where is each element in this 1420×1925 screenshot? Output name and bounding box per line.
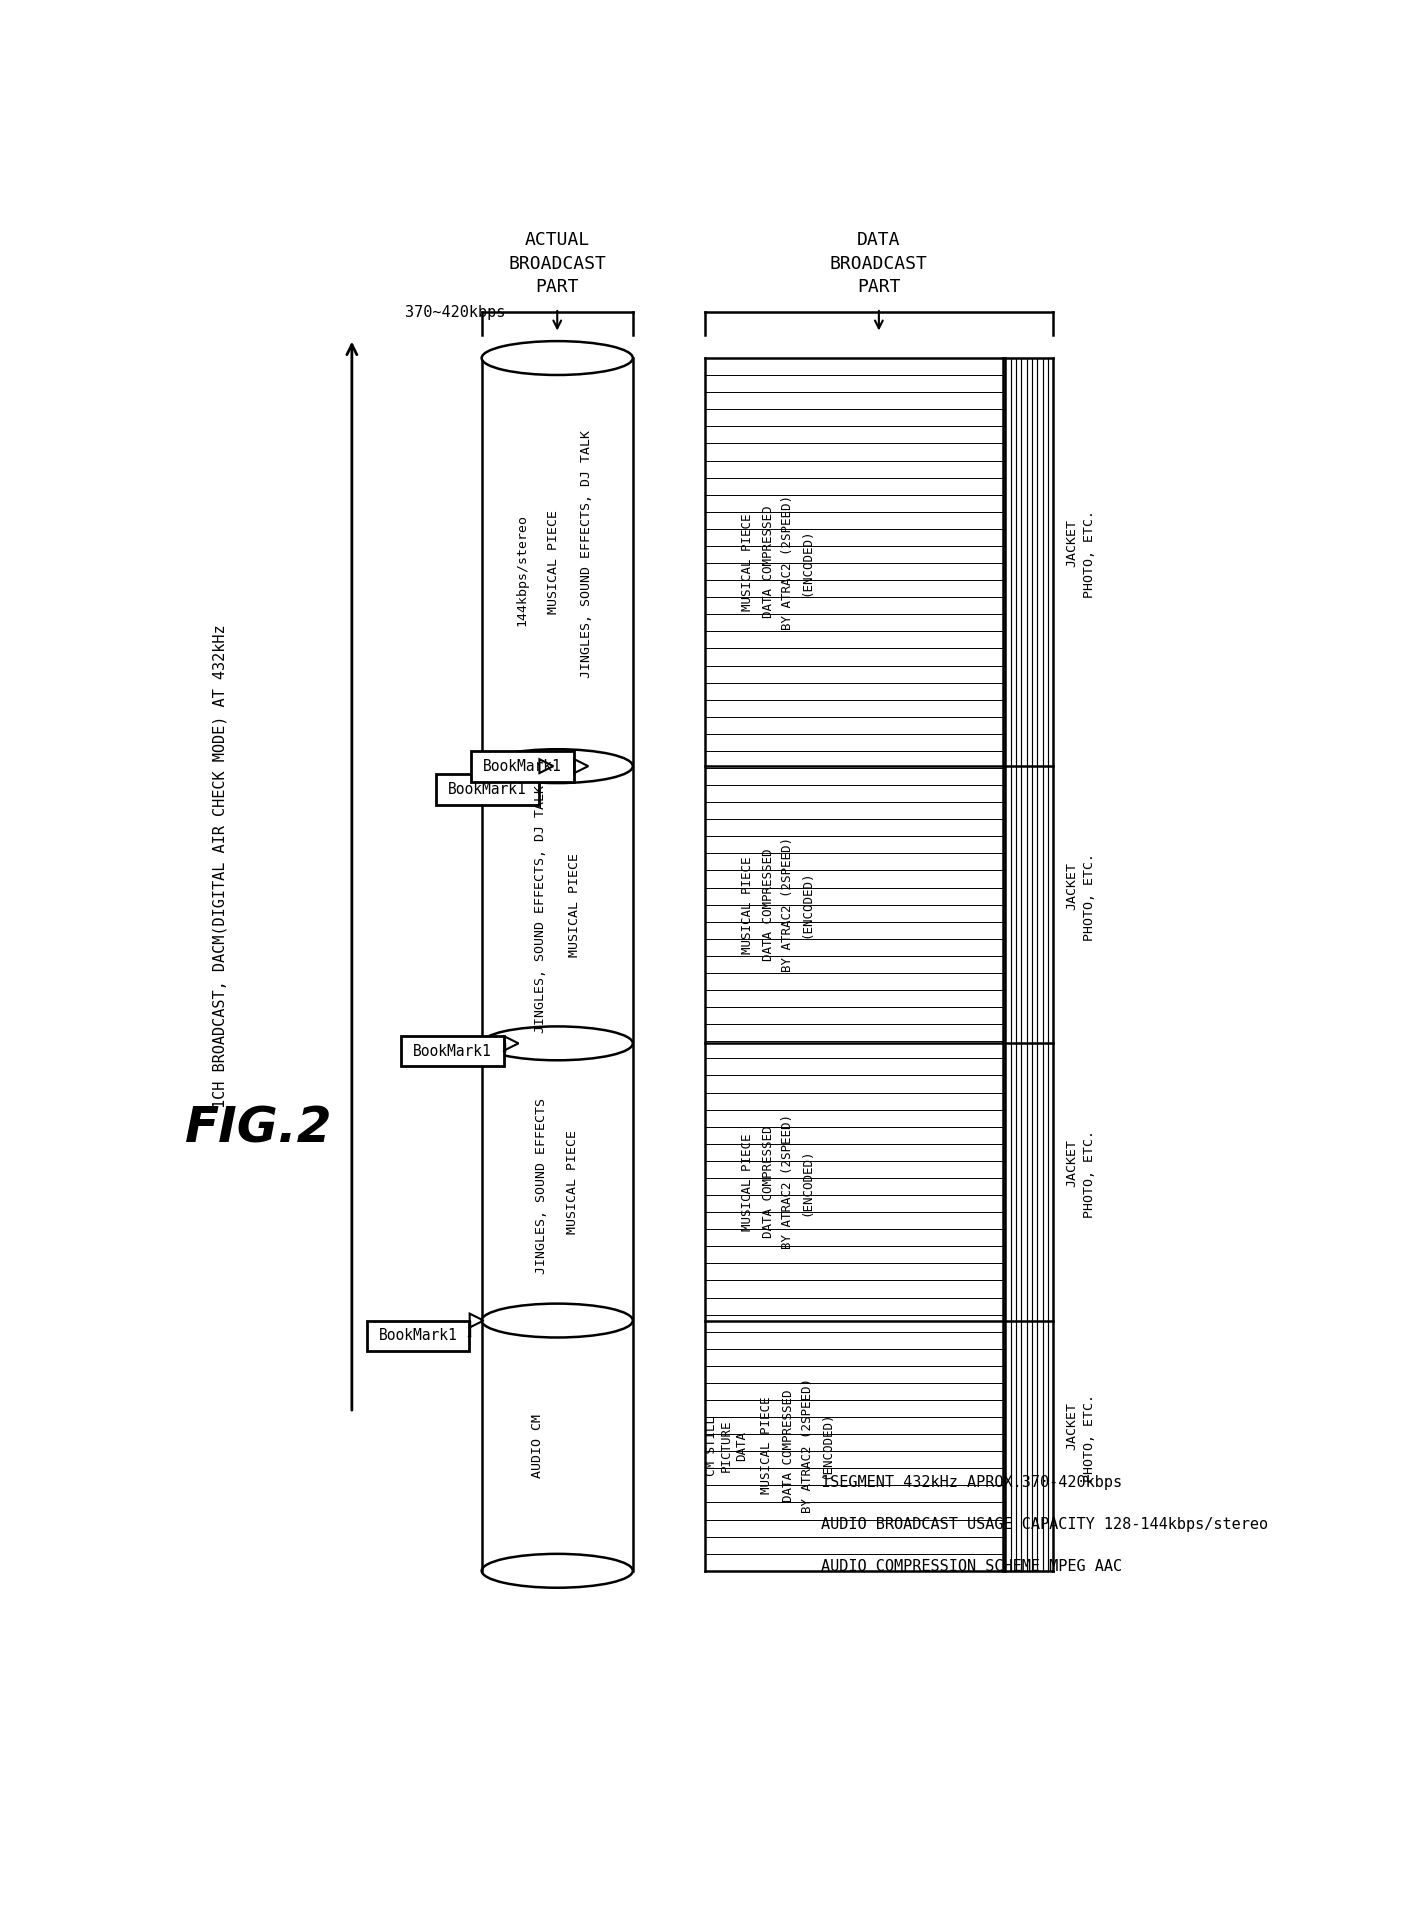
Text: BookMark1: BookMark1 bbox=[483, 758, 562, 774]
Text: MUSICAL PIECE: MUSICAL PIECE bbox=[741, 514, 754, 610]
Text: JINGLES, SOUND EFFECTS, DJ TALK: JINGLES, SOUND EFFECTS, DJ TALK bbox=[581, 431, 594, 678]
FancyBboxPatch shape bbox=[471, 751, 574, 782]
Text: (ENCODED): (ENCODED) bbox=[801, 1147, 814, 1217]
Text: PHOTO, ETC.: PHOTO, ETC. bbox=[1082, 1394, 1096, 1482]
Text: MUSICAL PIECE: MUSICAL PIECE bbox=[567, 1130, 579, 1234]
Text: JACKET: JACKET bbox=[1065, 862, 1078, 909]
Text: 370~420kbps: 370~420kbps bbox=[405, 304, 506, 320]
Ellipse shape bbox=[481, 1303, 633, 1338]
Text: MUSICAL PIECE: MUSICAL PIECE bbox=[760, 1398, 772, 1494]
Text: AUDIO BROADCAST USAGE CAPACITY 128-144kbps/stereo: AUDIO BROADCAST USAGE CAPACITY 128-144kb… bbox=[821, 1517, 1268, 1532]
Text: ACTUAL
BROADCAST
PART: ACTUAL BROADCAST PART bbox=[508, 231, 606, 296]
FancyBboxPatch shape bbox=[436, 774, 538, 805]
Text: PHOTO, ETC.: PHOTO, ETC. bbox=[1082, 510, 1096, 599]
Text: PHOTO, ETC.: PHOTO, ETC. bbox=[1082, 853, 1096, 941]
FancyBboxPatch shape bbox=[402, 1036, 504, 1066]
Text: BY ATRAC2 (2SPEED): BY ATRAC2 (2SPEED) bbox=[801, 1378, 814, 1513]
Text: JINGLES, SOUND EFFECTS: JINGLES, SOUND EFFECTS bbox=[535, 1097, 548, 1274]
Text: (ENCODED): (ENCODED) bbox=[821, 1411, 834, 1480]
Text: DATA COMPRESSED: DATA COMPRESSED bbox=[761, 506, 774, 618]
FancyBboxPatch shape bbox=[366, 1321, 469, 1351]
Text: BookMark1: BookMark1 bbox=[449, 782, 527, 797]
Ellipse shape bbox=[481, 749, 633, 783]
Text: 1SEGMENT 432kHz APROX.370-420kbps: 1SEGMENT 432kHz APROX.370-420kbps bbox=[821, 1475, 1122, 1490]
Text: 144kbps/stereo: 144kbps/stereo bbox=[515, 514, 528, 626]
Text: (ENCODED): (ENCODED) bbox=[801, 527, 814, 597]
Text: BY ATRAC2 (2SPEED): BY ATRAC2 (2SPEED) bbox=[781, 837, 794, 972]
Text: JINGLES, SOUND EFFECTS, DJ TALK: JINGLES, SOUND EFFECTS, DJ TALK bbox=[534, 785, 547, 1032]
Text: MUSICAL PIECE: MUSICAL PIECE bbox=[741, 1134, 754, 1230]
Text: DATA COMPRESSED: DATA COMPRESSED bbox=[761, 849, 774, 961]
Text: JACKET: JACKET bbox=[1065, 1403, 1078, 1450]
Text: DATA COMPRESSED: DATA COMPRESSED bbox=[781, 1390, 795, 1502]
Text: AUDIO CM: AUDIO CM bbox=[531, 1413, 544, 1478]
Text: JACKET: JACKET bbox=[1065, 520, 1078, 566]
Text: BY ATRAC2 (2SPEED): BY ATRAC2 (2SPEED) bbox=[781, 495, 794, 629]
Ellipse shape bbox=[481, 1026, 633, 1061]
Text: 1CH BROADCAST, DACM(DIGITAL AIR CHECK MODE) AT 432kHz: 1CH BROADCAST, DACM(DIGITAL AIR CHECK MO… bbox=[213, 624, 227, 1109]
Text: BookMark1: BookMark1 bbox=[378, 1328, 457, 1344]
Text: BY ATRAC2 (2SPEED): BY ATRAC2 (2SPEED) bbox=[781, 1115, 794, 1249]
Text: MUSICAL PIECE: MUSICAL PIECE bbox=[741, 857, 754, 953]
Text: CM STILL
PICTURE
DATA: CM STILL PICTURE DATA bbox=[704, 1415, 748, 1476]
Text: PHOTO, ETC.: PHOTO, ETC. bbox=[1082, 1130, 1096, 1219]
Text: MUSICAL PIECE: MUSICAL PIECE bbox=[568, 853, 581, 957]
Text: MUSICAL PIECE: MUSICAL PIECE bbox=[547, 510, 559, 614]
Text: DATA
BROADCAST
PART: DATA BROADCAST PART bbox=[829, 231, 927, 296]
Text: JACKET: JACKET bbox=[1065, 1140, 1078, 1186]
Text: BookMark1: BookMark1 bbox=[413, 1043, 491, 1059]
Text: DATA COMPRESSED: DATA COMPRESSED bbox=[761, 1126, 774, 1238]
Ellipse shape bbox=[481, 341, 633, 375]
Text: AUDIO COMPRESSION SCHEME MPEG AAC: AUDIO COMPRESSION SCHEME MPEG AAC bbox=[821, 1559, 1122, 1575]
Text: (ENCODED): (ENCODED) bbox=[801, 870, 814, 939]
Text: FIG.2: FIG.2 bbox=[185, 1105, 332, 1151]
